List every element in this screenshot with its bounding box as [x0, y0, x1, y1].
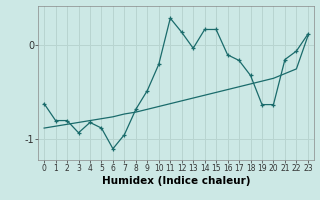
X-axis label: Humidex (Indice chaleur): Humidex (Indice chaleur)	[102, 176, 250, 186]
